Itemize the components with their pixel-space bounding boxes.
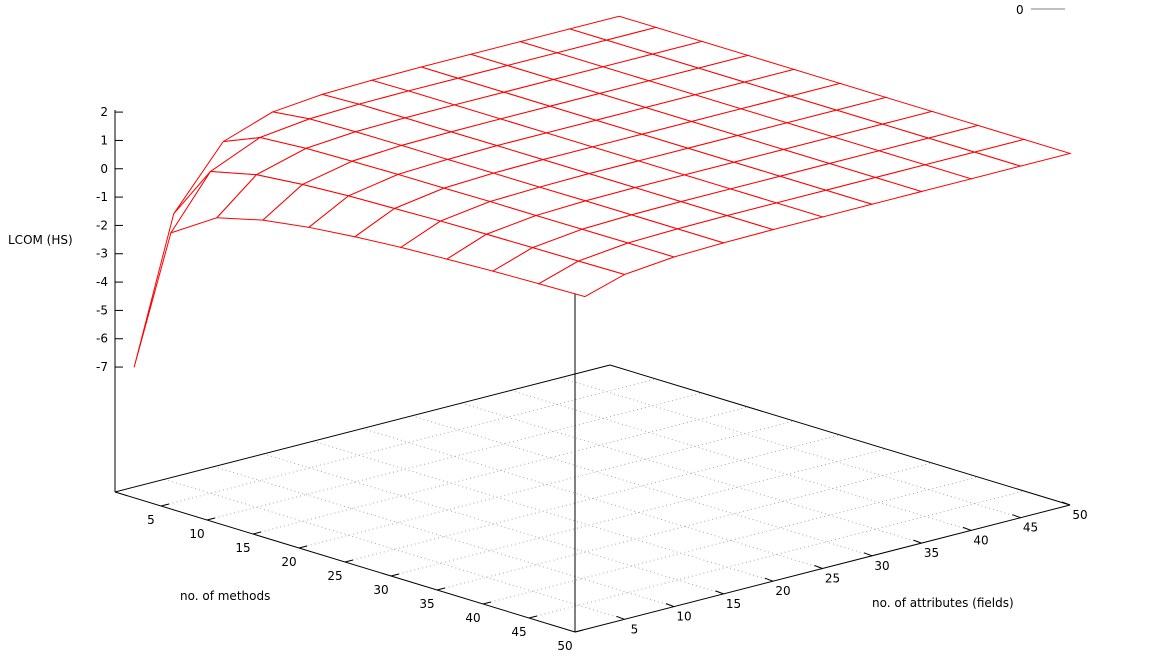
x-tick: [436, 587, 446, 591]
x-tick-label: 35: [419, 597, 434, 611]
base-grid-line: [510, 389, 972, 531]
y-tick: [1012, 514, 1021, 519]
x-tick-label: 10: [189, 527, 204, 541]
y-tick: [715, 590, 724, 595]
tick-labels: 210-1-2-3-4-5-6-751015202530354045505101…: [96, 105, 1088, 653]
y-tick-label: 15: [726, 597, 741, 611]
x-tick-label: 5: [147, 513, 155, 527]
z-tick-label: -4: [96, 275, 108, 289]
z-tick-label: -7: [96, 360, 108, 374]
base-plane-grid: [160, 377, 1025, 620]
z-tick-label: -3: [96, 247, 108, 261]
z-tick-label: -1: [96, 190, 108, 204]
axes: [114, 110, 1071, 633]
base-grid-line: [263, 453, 724, 595]
z-tick-label: 1: [100, 133, 108, 147]
base-border: [609, 364, 1071, 506]
x-tick-label: 25: [327, 569, 342, 583]
z-tick-label: -5: [96, 303, 108, 317]
y-tick-label: 50: [1072, 508, 1087, 522]
y-tick-label: 45: [1023, 521, 1038, 535]
x-tick: [528, 615, 538, 619]
surface-cell: [537, 260, 626, 298]
surface-mesh: [133, 15, 1072, 368]
z-tick-label: -6: [96, 332, 108, 346]
y-tick-label: 5: [631, 622, 639, 636]
x-tick: [160, 503, 170, 507]
y-tick-label: 40: [973, 533, 988, 547]
x-tick-label: 20: [281, 555, 296, 569]
y-tick-label: 30: [874, 559, 889, 573]
x-tick-label: 50: [557, 639, 572, 653]
base-grid-line: [213, 466, 675, 608]
x-tick-label: 15: [235, 541, 250, 555]
y-tick: [863, 552, 873, 557]
x-tick: [298, 545, 308, 549]
y-tick: [814, 565, 823, 569]
x-tick: [206, 517, 216, 521]
y-tick: [1061, 501, 1071, 506]
x-axis-label: no. of methods: [180, 589, 270, 603]
base-grid-line: [362, 428, 823, 569]
y-tick: [616, 615, 625, 620]
x-tick: [344, 559, 354, 563]
legend: 0: [1016, 3, 1065, 17]
y-tick-label: 20: [775, 584, 790, 598]
x-tick-label: 30: [373, 583, 388, 597]
x-tick: [482, 601, 492, 605]
x-tick-label: 40: [465, 611, 480, 625]
y-tick-label: 35: [924, 546, 939, 560]
x-tick: [574, 629, 584, 633]
y-axis-label: no. of attributes (fields): [872, 596, 1014, 610]
z-tick-label: -2: [96, 218, 108, 232]
y-tick-label: 25: [825, 572, 840, 586]
base-grid-line: [164, 478, 625, 620]
y-tick: [764, 577, 774, 582]
base-grid-line: [461, 402, 922, 544]
y-tick: [962, 526, 972, 531]
z-tick-label: 0: [100, 162, 108, 176]
z-tick-label: 2: [100, 105, 108, 119]
x-tick: [390, 573, 400, 577]
base-grid-line: [560, 377, 1021, 519]
y-tick-label: 10: [676, 610, 691, 624]
x-tick-label: 45: [511, 625, 526, 639]
z-axis-label: LCOM (HS): [8, 233, 73, 247]
y-tick: [913, 539, 922, 544]
x-tick: [252, 531, 262, 535]
base-grid-line: [411, 415, 873, 557]
y-tick: [665, 603, 675, 608]
base-border: [114, 364, 611, 493]
legend-label: 0: [1016, 3, 1024, 17]
